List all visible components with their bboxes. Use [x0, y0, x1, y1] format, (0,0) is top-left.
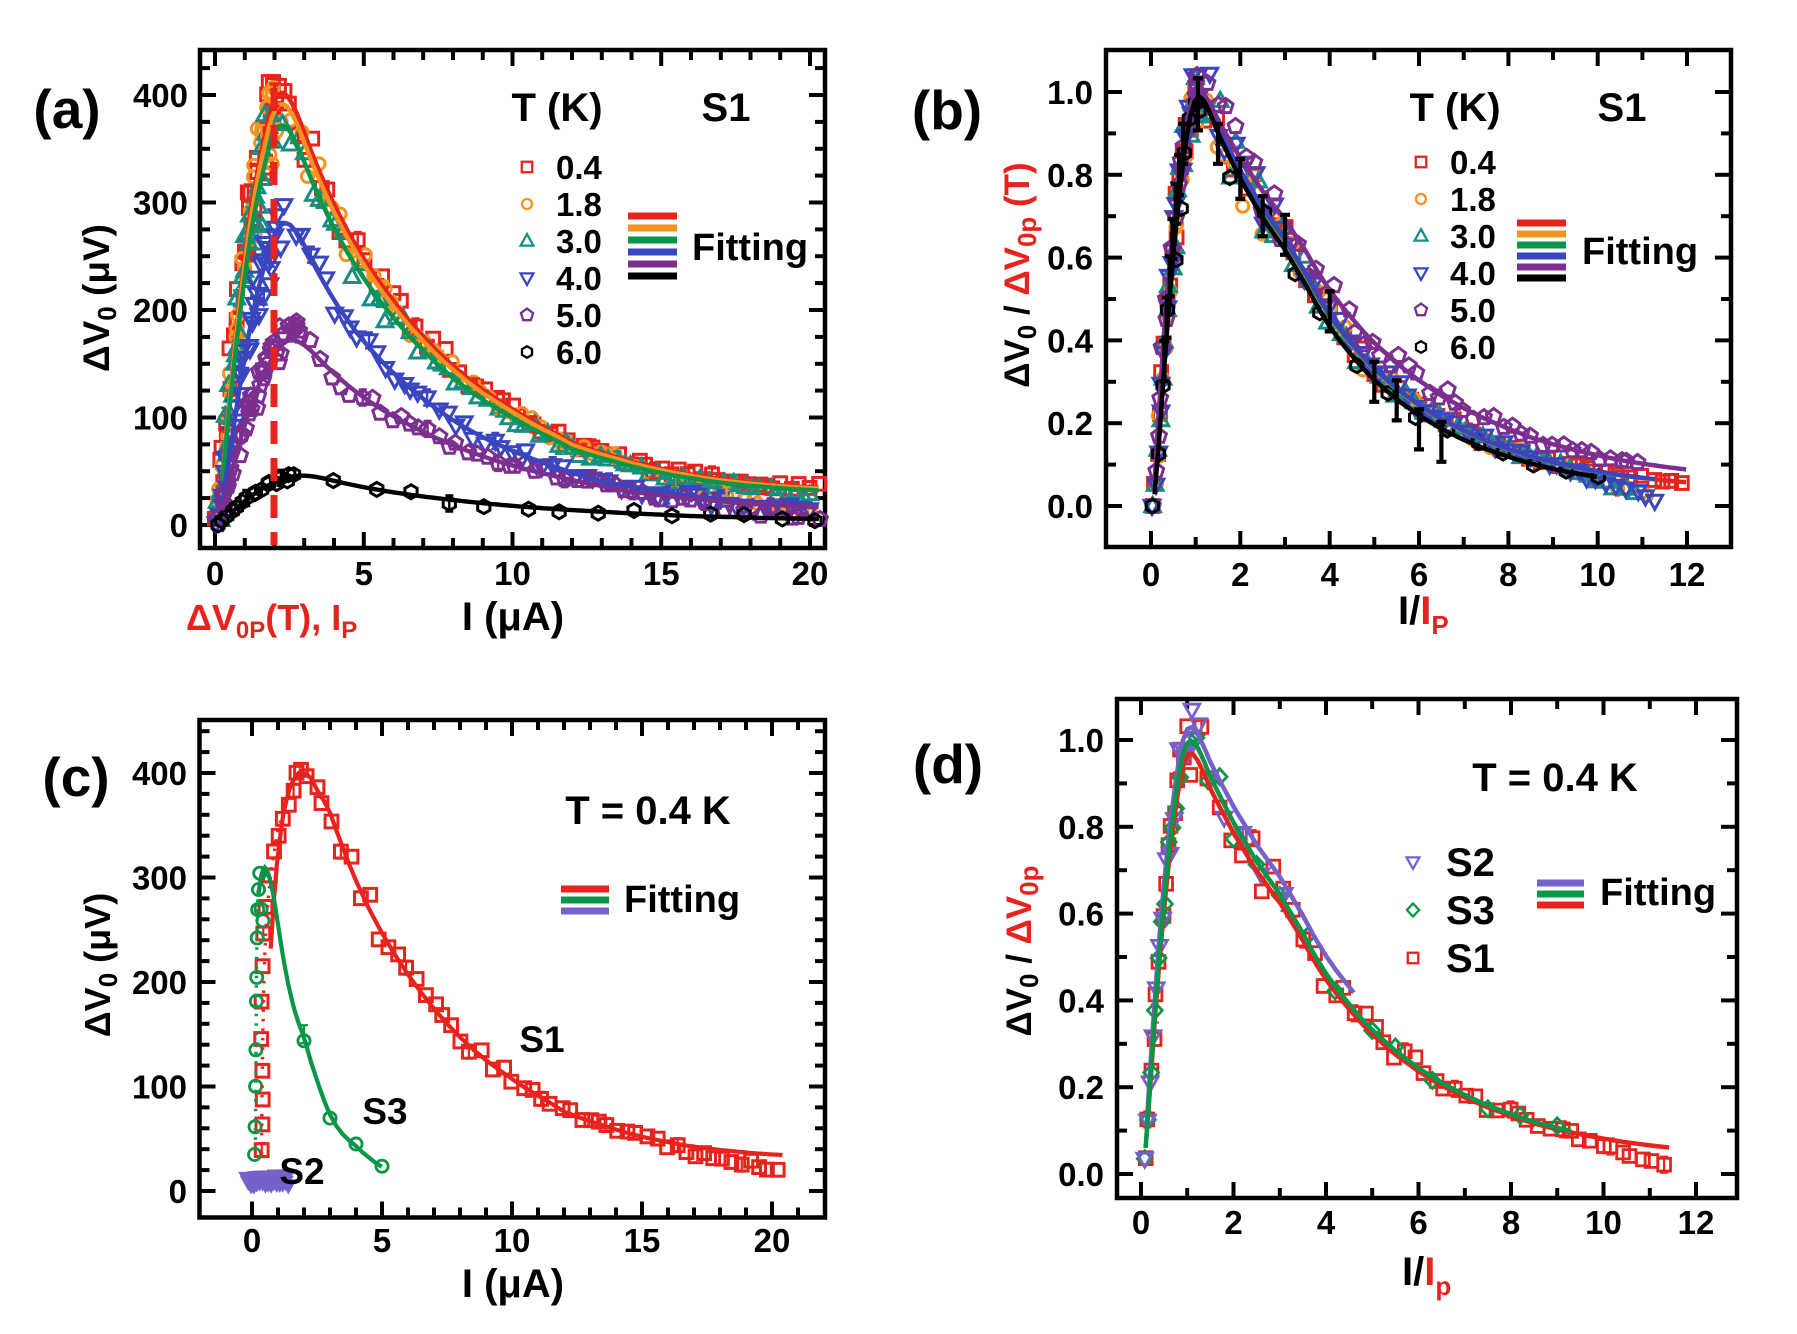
svg-text:0.2: 0.2 — [1047, 405, 1093, 442]
svg-text:(d): (d) — [913, 733, 983, 795]
svg-text:I (μA): I (μA) — [462, 1262, 564, 1306]
svg-text:0: 0 — [1142, 556, 1160, 593]
svg-text:ΔV0 (μV): ΔV0 (μV) — [77, 893, 123, 1037]
svg-text:200: 200 — [132, 964, 187, 1001]
svg-text:10: 10 — [494, 555, 531, 592]
svg-text:0.0: 0.0 — [1058, 1156, 1104, 1193]
svg-text:0.4: 0.4 — [1058, 982, 1105, 1019]
svg-text:10: 10 — [494, 1222, 531, 1259]
svg-text:S2: S2 — [279, 1151, 324, 1192]
svg-text:0.8: 0.8 — [1058, 809, 1104, 846]
svg-text:2: 2 — [1224, 1204, 1242, 1241]
svg-text:T = 0.4 K: T = 0.4 K — [1472, 756, 1638, 800]
svg-text:20: 20 — [754, 1222, 791, 1259]
svg-text:0: 0 — [170, 507, 188, 544]
svg-text:0.4: 0.4 — [556, 149, 603, 186]
svg-text:400: 400 — [133, 77, 188, 114]
svg-text:0: 0 — [243, 1222, 261, 1259]
svg-text:200: 200 — [133, 292, 188, 329]
svg-text:6.0: 6.0 — [556, 334, 602, 371]
svg-text:0.6: 0.6 — [1047, 240, 1093, 277]
svg-text:ΔV0P(T), IP: ΔV0P(T), IP — [186, 597, 357, 644]
svg-text:S3: S3 — [362, 1091, 407, 1132]
svg-text:100: 100 — [133, 400, 188, 437]
svg-text:(a): (a) — [33, 78, 100, 140]
svg-text:S1: S1 — [1598, 86, 1647, 130]
svg-text:S1: S1 — [519, 1019, 564, 1060]
svg-text:5.0: 5.0 — [556, 297, 602, 334]
svg-text:Fitting: Fitting — [1600, 872, 1716, 914]
svg-text:S2: S2 — [1446, 841, 1495, 885]
svg-text:0: 0 — [1132, 1204, 1150, 1241]
svg-text:Fitting: Fitting — [624, 879, 740, 921]
svg-text:3.0: 3.0 — [1450, 218, 1496, 255]
svg-text:0.6: 0.6 — [1058, 896, 1104, 933]
svg-text:15: 15 — [624, 1222, 661, 1259]
svg-text:ΔV0 / ΔV0p (T): ΔV0 / ΔV0p (T) — [998, 162, 1042, 387]
svg-text:300: 300 — [132, 860, 187, 897]
svg-text:10: 10 — [1579, 556, 1616, 593]
svg-text:4: 4 — [1317, 1204, 1336, 1241]
svg-text:1.0: 1.0 — [1058, 722, 1104, 759]
svg-text:6.0: 6.0 — [1450, 329, 1496, 366]
svg-text:0.0: 0.0 — [1047, 488, 1093, 525]
svg-text:300: 300 — [133, 185, 188, 222]
svg-text:4.0: 4.0 — [1450, 255, 1496, 292]
svg-text:5: 5 — [355, 555, 373, 592]
svg-text:5: 5 — [373, 1222, 391, 1259]
svg-text:Fitting: Fitting — [692, 227, 808, 269]
svg-text:15: 15 — [643, 555, 680, 592]
svg-text:5.0: 5.0 — [1450, 292, 1496, 329]
svg-text:400: 400 — [132, 755, 187, 792]
svg-text:3.0: 3.0 — [556, 223, 602, 260]
svg-text:Fitting: Fitting — [1582, 231, 1698, 273]
svg-text:T (K): T (K) — [1409, 86, 1500, 130]
svg-text:2: 2 — [1231, 556, 1249, 593]
svg-text:0: 0 — [169, 1173, 187, 1210]
svg-text:12: 12 — [1669, 556, 1706, 593]
svg-text:S1: S1 — [1446, 937, 1495, 981]
svg-text:1.8: 1.8 — [1450, 181, 1496, 218]
svg-text:100: 100 — [132, 1069, 187, 1106]
svg-text:12: 12 — [1678, 1204, 1715, 1241]
svg-text:0: 0 — [206, 555, 224, 592]
svg-text:T (K): T (K) — [511, 86, 602, 130]
svg-text:10: 10 — [1585, 1204, 1622, 1241]
svg-text:0.4: 0.4 — [1047, 322, 1094, 359]
svg-text:6: 6 — [1410, 556, 1428, 593]
svg-text:6: 6 — [1409, 1204, 1427, 1241]
svg-text:I (μA): I (μA) — [462, 595, 564, 639]
svg-text:4: 4 — [1321, 556, 1340, 593]
svg-text:S1: S1 — [702, 86, 751, 130]
svg-text:4.0: 4.0 — [556, 260, 602, 297]
svg-text:S3: S3 — [1446, 889, 1495, 933]
svg-text:0.4: 0.4 — [1450, 144, 1497, 181]
svg-text:8: 8 — [1499, 556, 1517, 593]
svg-text:T = 0.4 K: T = 0.4 K — [565, 789, 731, 833]
svg-text:1.8: 1.8 — [556, 186, 602, 223]
svg-text:(c): (c) — [42, 746, 109, 808]
svg-text:(b): (b) — [912, 79, 982, 141]
svg-text:20: 20 — [792, 555, 829, 592]
svg-text:0.2: 0.2 — [1058, 1069, 1104, 1106]
svg-text:1.0: 1.0 — [1047, 74, 1093, 111]
svg-text:0.8: 0.8 — [1047, 157, 1093, 194]
svg-text:8: 8 — [1502, 1204, 1520, 1241]
svg-text:ΔV0 (μV): ΔV0 (μV) — [76, 224, 122, 372]
